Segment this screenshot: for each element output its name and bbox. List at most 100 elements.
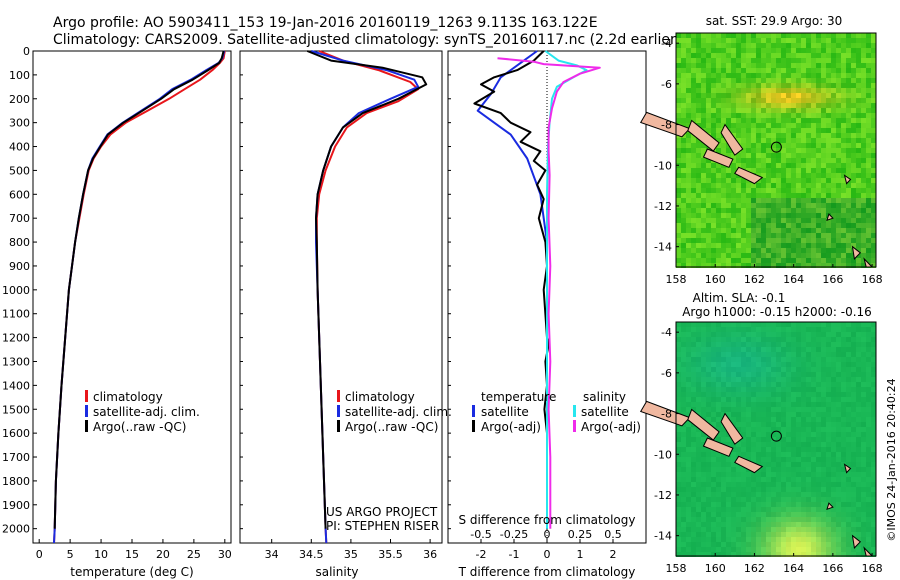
map-cell (746, 537, 751, 542)
map-cell (841, 173, 846, 178)
map-cell (796, 128, 801, 133)
map-cell (716, 243, 721, 248)
map-cell (681, 377, 686, 382)
map-cell (851, 432, 856, 437)
map-cell (871, 372, 876, 377)
map-cell (766, 148, 771, 153)
map-cell (721, 53, 726, 58)
map-cell (796, 68, 801, 73)
map-cell (811, 352, 816, 357)
map-cell (771, 382, 776, 387)
map-cell (681, 103, 686, 108)
map-cell (796, 397, 801, 402)
map-cell (771, 228, 776, 233)
series-line-argo (306, 50, 428, 529)
map-cell (771, 542, 776, 547)
map-cell (851, 547, 856, 552)
map-cell (776, 78, 781, 83)
map-cell (781, 502, 786, 507)
map-cell (746, 442, 751, 447)
map-cell (706, 103, 711, 108)
map-cell (736, 113, 741, 118)
map-cell (696, 392, 701, 397)
map-cell (831, 173, 836, 178)
map-cell (701, 352, 706, 357)
map-cell (866, 417, 871, 422)
map-cell (811, 472, 816, 477)
map-cell (681, 472, 686, 477)
map-cell (871, 98, 876, 103)
map-cell (841, 253, 846, 258)
map-cell (871, 492, 876, 497)
map-cell (831, 163, 836, 168)
map-cell (836, 188, 841, 193)
map-cell (801, 153, 806, 158)
map-cell (736, 377, 741, 382)
map-cell (716, 332, 721, 337)
map-cell (831, 258, 836, 263)
map-cell (711, 98, 716, 103)
map-cell (836, 78, 841, 83)
map-cell (676, 193, 681, 198)
map-cell (696, 188, 701, 193)
map-cell (686, 203, 691, 208)
map-cell (841, 507, 846, 512)
map-cell (676, 327, 681, 332)
map-cell (831, 148, 836, 153)
x-tick-label: -2 (476, 548, 487, 561)
map-cell (746, 208, 751, 213)
map-cell (686, 88, 691, 93)
map-cell (826, 108, 831, 113)
map-cell (701, 407, 706, 412)
map-cell (761, 98, 766, 103)
map-top-title: sat. SST: 29.9 Argo: 30 (706, 14, 843, 28)
map-cell (841, 213, 846, 218)
map-cell (701, 208, 706, 213)
map-cell (761, 522, 766, 527)
map-cell (811, 512, 816, 517)
map-cell (701, 253, 706, 258)
map-cell (811, 357, 816, 362)
map-cell (861, 128, 866, 133)
map-cell (796, 213, 801, 218)
map-cell (781, 367, 786, 372)
x-tick-label: 2 (610, 548, 617, 561)
map-cell (746, 198, 751, 203)
map-cell (696, 63, 701, 68)
map-cell (786, 103, 791, 108)
map-cell (676, 517, 681, 522)
map-cell (716, 432, 721, 437)
map-cell (861, 153, 866, 158)
map-cell (676, 372, 681, 377)
map-cell (836, 108, 841, 113)
map-cell (741, 238, 746, 243)
map-cell (761, 322, 766, 327)
map-cell (841, 407, 846, 412)
map-cell (861, 377, 866, 382)
map-cell (811, 477, 816, 482)
map-cell (696, 552, 701, 557)
map-cell (681, 203, 686, 208)
map-cell (806, 188, 811, 193)
map-cell (796, 442, 801, 447)
map-cell (776, 342, 781, 347)
map-cell (801, 327, 806, 332)
map-cell (831, 253, 836, 258)
map-cell (701, 467, 706, 472)
map-cell (726, 502, 731, 507)
map-cell (761, 38, 766, 43)
map-cell (861, 98, 866, 103)
map-cell (836, 502, 841, 507)
map-cell (816, 397, 821, 402)
map-cell (871, 93, 876, 98)
map-cell (826, 462, 831, 467)
map-cell (706, 193, 711, 198)
map-cell (776, 547, 781, 552)
map-cell (686, 472, 691, 477)
map-cell (821, 512, 826, 517)
map-cell (791, 228, 796, 233)
map-cell (796, 108, 801, 113)
map-cell (831, 492, 836, 497)
map-cell (841, 208, 846, 213)
map-cell (786, 238, 791, 243)
